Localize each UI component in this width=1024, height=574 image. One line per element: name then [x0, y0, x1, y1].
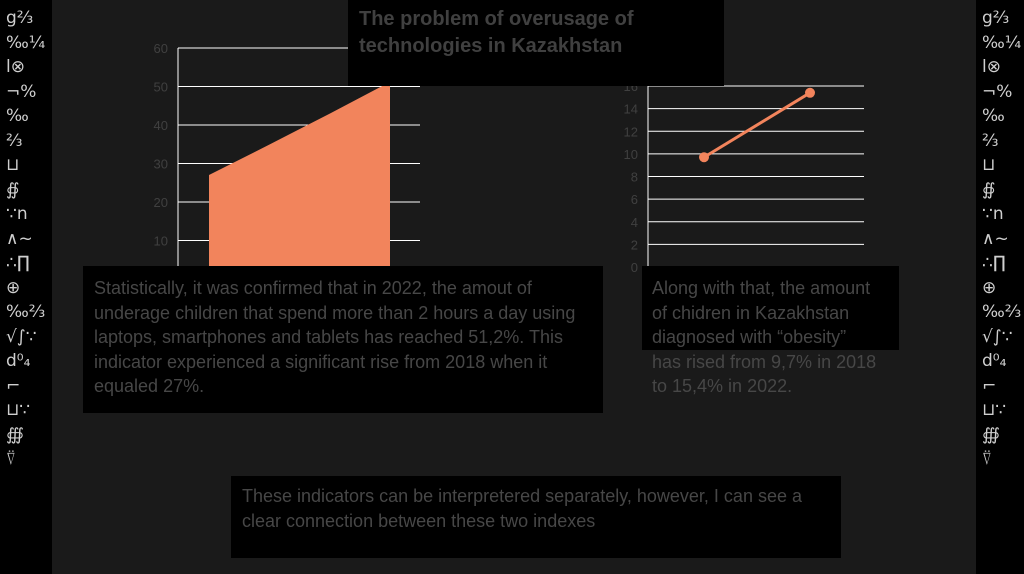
- right-glyph: ‰¼: [982, 32, 1022, 53]
- line-chart-ytick-label: 4: [631, 215, 638, 230]
- area-chart-ytick-label: 60: [154, 41, 168, 56]
- paragraph-obesity: Along with that, the amount of chidren i…: [652, 278, 877, 396]
- left-glyph: ‰¼: [6, 32, 46, 53]
- left-glyph: d⁰₄: [6, 351, 31, 371]
- area-chart-ytick-label: 10: [154, 234, 168, 249]
- right-glyph: ⅔: [982, 130, 999, 151]
- right-glyph: ⌐: [982, 375, 997, 396]
- line-chart-ytick-label: 10: [624, 147, 638, 162]
- right-glyph: ⊔: [982, 155, 996, 175]
- area-chart-ytick-label: 50: [154, 80, 168, 95]
- line-chart-ytick-label: 12: [624, 124, 638, 139]
- left-glyph: ‰⅔: [6, 302, 46, 322]
- left-glyph-column: g⅔ ‰¼ l⊗ ¬% ‰ ⅔ ⊔ ∯ ∵n ∧~ ∴∏ ⊕ ‰⅔ √∫∵ d⁰₄ ⌐ ⊔∵ ∰ ⍢: [6, 6, 45, 472]
- right-glyph: l⊗: [982, 57, 1001, 77]
- right-glyph: ∴∏: [982, 253, 1006, 273]
- right-glyph: ‰⅔: [982, 302, 1022, 322]
- left-glyph: √∫∵: [6, 326, 37, 347]
- right-glyph: ⊔∵: [982, 400, 1007, 420]
- slide-title: The problem of overusage of technologies…: [359, 8, 634, 57]
- right-glyph: ∯: [982, 179, 996, 200]
- area-chart-ytick-label: 20: [154, 195, 168, 210]
- right-sidebar: g⅔ ‰¼ l⊗ ¬% ‰ ⅔ ⊔ ∯ ∵n ∧~ ∴∏ ⊕ ‰⅔ √∫∵ d⁰₄ ⌐ ⊔∵ ∰ ⍢: [976, 0, 1024, 574]
- line-chart-ytick-label: 0: [631, 260, 638, 275]
- paragraph-conclusion: These indicators can be interpretered se…: [242, 486, 802, 531]
- left-glyph: ∧~: [6, 228, 33, 249]
- right-glyph: d⁰₄: [982, 351, 1007, 371]
- left-glyph: ⌐: [6, 375, 21, 396]
- text-box-usage: [83, 266, 603, 413]
- left-glyph: ⊔: [6, 155, 20, 175]
- title-box: The problem of overusage of technologies…: [348, 0, 724, 86]
- left-glyph: ¬%: [6, 81, 37, 102]
- area-chart-ytick-label: 30: [154, 157, 168, 172]
- area-series: [209, 81, 390, 279]
- line-series-point: [699, 152, 709, 163]
- left-glyph: ∵n: [6, 204, 28, 224]
- right-glyph: √∫∵: [982, 326, 1013, 347]
- right-glyph: ⊕: [982, 277, 997, 298]
- left-glyph: ⊕: [6, 277, 21, 298]
- left-glyph: g⅔: [6, 8, 34, 28]
- line-series-point: [805, 87, 815, 98]
- right-glyph: ‰: [982, 106, 1005, 126]
- right-glyph: ∰: [982, 424, 1000, 445]
- right-glyph-column: g⅔ ‰¼ l⊗ ¬% ‰ ⅔ ⊔ ∯ ∵n ∧~ ∴∏ ⊕ ‰⅔ √∫∵ d⁰₄ ⌐ ⊔∵ ∰ ⍢: [982, 6, 1021, 472]
- left-glyph: ⊔∵: [6, 400, 31, 420]
- text-box-obesity: [642, 266, 899, 350]
- right-glyph: ⍢: [982, 449, 993, 469]
- right-glyph: ∵n: [982, 204, 1004, 224]
- paragraph-usage: Statistically, it was confirmed that in …: [94, 278, 576, 396]
- left-glyph: ⅔: [6, 130, 23, 151]
- line-chart-ytick-label: 14: [624, 102, 638, 117]
- line-chart-ytick-label: 8: [631, 170, 638, 185]
- right-glyph: ∧~: [982, 228, 1009, 249]
- left-glyph: l⊗: [6, 57, 25, 77]
- area-chart-ytick-label: 40: [154, 118, 168, 133]
- line-chart-ytick-label: 2: [631, 237, 638, 252]
- right-glyph: g⅔: [982, 8, 1010, 28]
- left-sidebar: g⅔ ‰¼ l⊗ ¬% ‰ ⅔ ⊔ ∯ ∵n ∧~ ∴∏ ⊕ ‰⅔ √∫∵ d⁰₄ ⌐ ⊔∵ ∰ ⍢: [0, 0, 52, 574]
- line-chart-ytick-label: 6: [631, 192, 638, 207]
- right-glyph: ¬%: [982, 81, 1013, 102]
- left-glyph: ∰: [6, 424, 24, 445]
- left-glyph: ∯: [6, 179, 20, 200]
- line-series: [703, 91, 811, 159]
- text-box-conclusion: [231, 476, 841, 558]
- left-glyph: ∴∏: [6, 253, 30, 273]
- left-glyph: ⍢: [6, 449, 17, 469]
- left-glyph: ‰: [6, 106, 29, 126]
